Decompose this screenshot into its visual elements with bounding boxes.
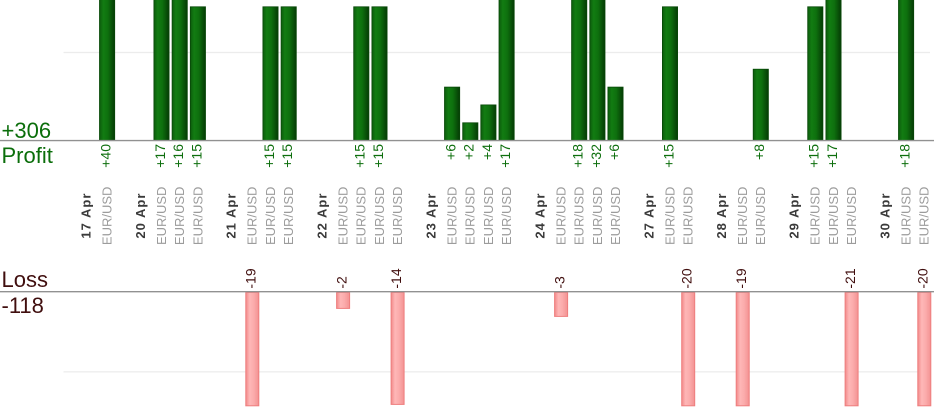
svg-text:EUR/USD: EUR/USD: [354, 187, 369, 246]
svg-text:21 Apr: 21 Apr: [224, 193, 239, 239]
svg-text:EUR/USD: EUR/USD: [281, 187, 296, 246]
svg-text:EUR/USD: EUR/USD: [263, 187, 278, 246]
svg-text:-20: -20: [679, 268, 695, 288]
svg-text:+18: +18: [897, 144, 913, 168]
svg-text:EUR/USD: EUR/USD: [481, 187, 496, 246]
svg-text:EUR/USD: EUR/USD: [172, 187, 187, 246]
svg-text:-2: -2: [334, 276, 350, 289]
svg-text:EUR/USD: EUR/USD: [917, 187, 932, 246]
svg-text:+17: +17: [497, 144, 513, 168]
svg-text:-3: -3: [552, 276, 568, 289]
svg-text:+15: +15: [660, 144, 676, 168]
svg-text:+4: +4: [479, 144, 495, 160]
svg-text:+17: +17: [152, 144, 168, 168]
svg-text:EUR/USD: EUR/USD: [899, 187, 914, 246]
svg-text:-21: -21: [842, 268, 858, 288]
svg-text:EUR/USD: EUR/USD: [372, 187, 387, 246]
svg-text:EUR/USD: EUR/USD: [100, 187, 115, 246]
svg-text:+2: +2: [461, 144, 477, 160]
svg-text:+15: +15: [806, 144, 822, 168]
svg-text:+8: +8: [751, 144, 767, 160]
svg-text:EUR/USD: EUR/USD: [390, 187, 405, 246]
svg-text:EUR/USD: EUR/USD: [336, 187, 351, 246]
svg-text:22 Apr: 22 Apr: [315, 193, 330, 239]
svg-text:EUR/USD: EUR/USD: [572, 187, 587, 246]
svg-text:EUR/USD: EUR/USD: [554, 187, 569, 246]
svg-text:+6: +6: [606, 144, 622, 160]
svg-text:EUR/USD: EUR/USD: [681, 187, 696, 246]
svg-text:EUR/USD: EUR/USD: [190, 187, 205, 246]
svg-text:+15: +15: [188, 144, 204, 168]
svg-text:-118: -118: [2, 293, 44, 318]
svg-text:EUR/USD: EUR/USD: [808, 187, 823, 246]
svg-text:+15: +15: [279, 144, 295, 168]
svg-text:17 Apr: 17 Apr: [78, 193, 93, 239]
svg-text:-19: -19: [243, 268, 259, 288]
svg-text:20 Apr: 20 Apr: [133, 193, 148, 239]
svg-text:EUR/USD: EUR/USD: [245, 187, 260, 246]
svg-text:EUR/USD: EUR/USD: [735, 187, 750, 246]
svg-text:EUR/USD: EUR/USD: [445, 187, 460, 246]
svg-text:-14: -14: [388, 268, 404, 288]
svg-text:EUR/USD: EUR/USD: [463, 187, 478, 246]
svg-text:EUR/USD: EUR/USD: [590, 187, 605, 246]
svg-text:28 Apr: 28 Apr: [714, 193, 729, 239]
svg-text:+32: +32: [588, 144, 604, 168]
svg-text:+18: +18: [570, 144, 586, 168]
svg-text:23 Apr: 23 Apr: [423, 193, 438, 239]
svg-text:+6: +6: [443, 144, 459, 160]
svg-text:Profit: Profit: [2, 143, 53, 168]
svg-text:EUR/USD: EUR/USD: [826, 187, 841, 246]
svg-text:+15: +15: [261, 144, 277, 168]
svg-text:24 Apr: 24 Apr: [532, 193, 547, 239]
svg-text:+16: +16: [170, 144, 186, 168]
svg-text:30 Apr: 30 Apr: [877, 193, 892, 239]
svg-text:EUR/USD: EUR/USD: [662, 187, 677, 246]
svg-text:EUR/USD: EUR/USD: [608, 187, 623, 246]
svg-text:-19: -19: [733, 268, 749, 288]
svg-text:+15: +15: [352, 144, 368, 168]
svg-text:Loss: Loss: [2, 267, 48, 292]
svg-text:27 Apr: 27 Apr: [641, 193, 656, 239]
svg-text:+17: +17: [824, 144, 840, 168]
svg-text:+15: +15: [370, 144, 386, 168]
svg-text:+306: +306: [2, 118, 52, 143]
svg-text:EUR/USD: EUR/USD: [499, 187, 514, 246]
svg-text:EUR/USD: EUR/USD: [753, 187, 768, 246]
svg-text:29 Apr: 29 Apr: [787, 193, 802, 239]
svg-text:EUR/USD: EUR/USD: [154, 187, 169, 246]
svg-text:-20: -20: [915, 268, 931, 288]
svg-text:EUR/USD: EUR/USD: [844, 187, 859, 246]
svg-text:+40: +40: [98, 144, 114, 168]
